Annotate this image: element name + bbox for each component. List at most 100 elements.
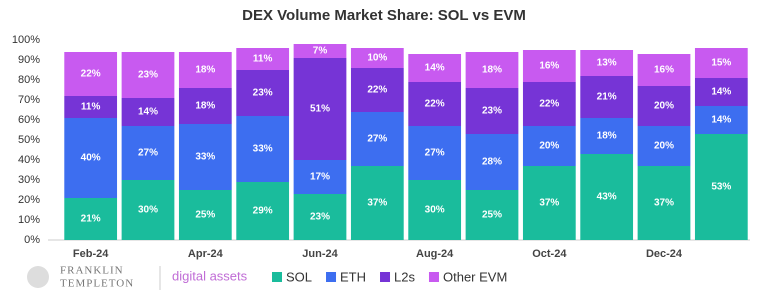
y-tick-label: 50% [18, 134, 40, 146]
data-label: 18% [195, 101, 215, 112]
bar-segment [580, 118, 634, 154]
bar-segment [293, 194, 347, 240]
x-tick-label: Jun-24 [302, 248, 338, 260]
data-label: 14% [138, 107, 158, 118]
data-label: 13% [597, 58, 617, 69]
bar-segment [178, 88, 232, 124]
bar-segment [64, 96, 118, 118]
bar-segment [121, 126, 175, 180]
bar-segment [178, 124, 232, 190]
y-tick-label: 40% [18, 154, 40, 166]
bar-segment [465, 88, 519, 134]
bar-segment [408, 54, 462, 82]
x-tick-label: Oct-24 [532, 248, 567, 260]
x-tick-label: Dec-24 [646, 248, 683, 260]
data-label: 37% [539, 198, 559, 209]
data-label: 18% [597, 131, 617, 142]
bar-segment [522, 50, 576, 82]
data-label: 20% [654, 141, 674, 152]
y-tick-label: 100% [12, 34, 40, 46]
data-label: 23% [253, 88, 273, 99]
data-label: 10% [367, 53, 387, 64]
bar-segment [64, 118, 118, 198]
bar-segment [694, 134, 748, 240]
legend-label: SOL [286, 269, 312, 284]
data-label: 30% [425, 205, 445, 216]
bar-segment [293, 44, 347, 58]
data-label: 16% [539, 61, 559, 72]
bar-segment [408, 126, 462, 180]
data-label: 21% [597, 92, 617, 103]
data-label: 23% [138, 70, 158, 81]
data-label: 33% [253, 144, 273, 155]
data-label: 27% [367, 134, 387, 145]
bar-segment [64, 52, 118, 96]
y-tick-label: 80% [18, 74, 40, 86]
data-label: 23% [482, 106, 502, 117]
bar-segment [236, 70, 290, 116]
y-tick-label: 70% [18, 94, 40, 106]
bar-segment [350, 166, 404, 240]
data-label: 22% [539, 99, 559, 110]
bar-segment [637, 126, 691, 166]
data-label: 28% [482, 157, 502, 168]
bar-segment [178, 52, 232, 88]
y-tick-label: 20% [18, 194, 40, 206]
bar-segment [694, 48, 748, 78]
data-label: 18% [195, 65, 215, 76]
bar-segment [408, 180, 462, 240]
legend-swatch [428, 272, 439, 282]
data-label: 23% [310, 212, 330, 223]
bar-segment [637, 54, 691, 86]
y-tick-label: 90% [18, 54, 40, 66]
data-label: 27% [425, 148, 445, 159]
data-label: 30% [138, 205, 158, 216]
y-tick-label: 60% [18, 114, 40, 126]
x-tick-label: Aug-24 [416, 248, 454, 260]
brand-unit: digital assets [172, 268, 248, 283]
x-tick-label: Apr-24 [188, 248, 224, 260]
y-tick-label: 10% [18, 214, 40, 226]
bar-segment [522, 82, 576, 126]
x-tick-label: Feb-24 [73, 248, 109, 260]
data-label: 22% [425, 99, 445, 110]
data-label: 14% [711, 87, 731, 98]
bar-segment [350, 48, 404, 68]
bar-segment [465, 134, 519, 190]
bar-segment [121, 180, 175, 240]
data-label: 29% [253, 206, 273, 217]
bar-segment [580, 76, 634, 118]
data-label: 51% [310, 104, 330, 115]
bar-segment [350, 68, 404, 112]
data-label: 14% [711, 115, 731, 126]
data-label: 11% [253, 54, 273, 65]
bar-segment [637, 166, 691, 240]
chart-title: DEX Volume Market Share: SOL vs EVM [242, 7, 526, 24]
logo [27, 266, 49, 288]
data-label: 37% [367, 198, 387, 209]
legend-swatch [326, 272, 337, 282]
data-label: 25% [195, 210, 215, 221]
data-label: 27% [138, 148, 158, 159]
legend-swatch [272, 272, 282, 282]
brand: TEMPLETON [60, 278, 134, 290]
y-tick-label: 0% [24, 234, 40, 246]
data-label: 22% [81, 69, 101, 80]
bar-segment [350, 112, 404, 166]
legend-label: L2s [394, 269, 415, 284]
data-label: 43% [597, 192, 617, 203]
data-label: 7% [313, 46, 328, 57]
bar-segment [465, 52, 519, 88]
data-label: 40% [81, 153, 101, 164]
bar-segment [522, 166, 576, 240]
bar-segment [121, 52, 175, 98]
data-label: 15% [711, 58, 731, 69]
bar-segment [580, 50, 634, 76]
bar-segment [637, 86, 691, 126]
y-tick-label: 30% [18, 174, 40, 186]
data-label: 21% [81, 214, 101, 225]
data-label: 33% [195, 152, 215, 163]
data-label: 11% [81, 102, 101, 113]
bar-segment [64, 198, 118, 240]
bar-segment [293, 58, 347, 160]
